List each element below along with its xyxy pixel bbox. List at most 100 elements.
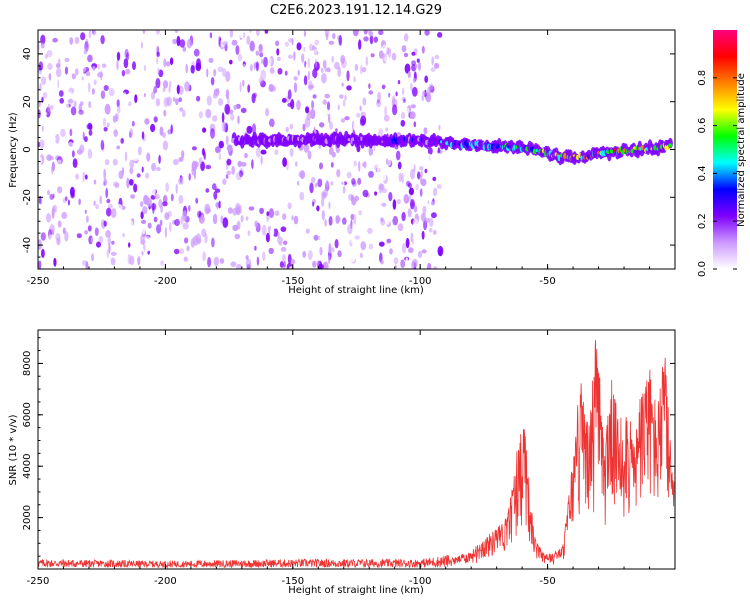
- noise-blob: [216, 88, 220, 93]
- noise-blob: [116, 204, 123, 212]
- noise-blob: [129, 167, 134, 175]
- noise-blob: [215, 53, 218, 65]
- noise-blob: [431, 56, 435, 66]
- noise-blob: [47, 189, 50, 196]
- noise-blob: [256, 30, 260, 36]
- noise-blob: [88, 30, 92, 39]
- noise-blob: [103, 127, 108, 132]
- noise-blob: [239, 170, 243, 178]
- noise-blob: [295, 161, 298, 167]
- noise-blob: [259, 52, 264, 58]
- chart-title: C2E6.2023.191.12.14.G29: [270, 3, 442, 18]
- noise-blob: [198, 214, 205, 224]
- noise-blob: [358, 210, 362, 216]
- noise-blob: [554, 86, 557, 91]
- noise-blob: [353, 120, 356, 132]
- noise-blob: [195, 197, 199, 204]
- noise-blob: [298, 171, 304, 178]
- noise-blob: [164, 226, 167, 238]
- noise-blob: [522, 261, 525, 266]
- noise-blob: [422, 205, 427, 215]
- noise-blob: [534, 57, 537, 61]
- noise-blob: [156, 57, 159, 65]
- noise-blob: [179, 107, 184, 112]
- noise-blob: [328, 201, 331, 210]
- noise-blob: [128, 179, 134, 186]
- noise-blob: [389, 248, 393, 255]
- colorbar-label: Normalized spectral amplitude: [736, 73, 747, 227]
- noise-blob: [211, 237, 215, 248]
- noise-blob: [106, 198, 111, 204]
- noise-blob: [105, 187, 109, 199]
- noise-blob: [510, 92, 513, 97]
- noise-blob: [86, 215, 89, 223]
- noise-blob: [403, 52, 409, 58]
- noise-blob: [113, 181, 119, 187]
- colorbar-tick-label: 0.6: [697, 118, 708, 134]
- noise-blob: [327, 254, 331, 265]
- noise-blob: [260, 80, 266, 88]
- noise-blob: [406, 197, 410, 204]
- noise-blob: [321, 73, 327, 84]
- noise-blob: [160, 260, 165, 266]
- noise-blob: [330, 60, 333, 65]
- noise-blob: [342, 186, 346, 194]
- noise-blob: [196, 95, 201, 102]
- noise-blob: [150, 91, 155, 100]
- noise-blob: [545, 219, 548, 224]
- noise-blob: [169, 153, 172, 164]
- noise-blob: [429, 172, 436, 178]
- noise-blob: [212, 213, 218, 225]
- noise-blob: [162, 80, 169, 89]
- noise-blob: [223, 246, 230, 254]
- noise-blob: [87, 148, 93, 159]
- noise-blob: [494, 75, 497, 80]
- noise-blob: [424, 168, 428, 174]
- noise-blob: [413, 77, 416, 83]
- noise-blob: [545, 250, 548, 254]
- noise-blob: [381, 206, 384, 212]
- noise-blob: [378, 241, 385, 247]
- noise-blob: [174, 30, 179, 34]
- noise-blob: [293, 76, 298, 81]
- noise-blob: [387, 47, 392, 58]
- noise-blob: [268, 247, 274, 255]
- noise-blob: [213, 161, 217, 170]
- noise-blob: [463, 71, 466, 76]
- noise-blob: [514, 99, 517, 104]
- noise-blob: [240, 215, 244, 223]
- noise-blob: [449, 252, 452, 257]
- noise-blob: [297, 180, 300, 186]
- noise-blob: [381, 202, 387, 207]
- noise-blob: [342, 217, 347, 225]
- noise-blob: [263, 56, 268, 68]
- noise-blob: [357, 177, 362, 185]
- noise-blob: [330, 161, 334, 168]
- noise-blob: [88, 101, 92, 109]
- noise-blob: [191, 146, 197, 151]
- noise-blob: [373, 36, 378, 43]
- noise-blob: [296, 115, 303, 126]
- noise-blob: [421, 249, 427, 254]
- noise-blob: [81, 76, 84, 81]
- spectrogram-y-tick-label: -20: [22, 189, 33, 205]
- noise-blob: [103, 178, 108, 186]
- noise-blob: [327, 55, 331, 61]
- noise-blob: [218, 140, 224, 149]
- noise-blob: [116, 99, 120, 108]
- noise-blob: [222, 41, 229, 46]
- noise-blob: [41, 125, 44, 132]
- noise-blob: [64, 57, 70, 63]
- noise-blob: [147, 250, 150, 255]
- noise-blob: [42, 92, 48, 99]
- noise-blob: [432, 176, 437, 182]
- noise-blob: [405, 257, 408, 263]
- noise-blob: [485, 252, 488, 257]
- noise-blob: [296, 42, 302, 51]
- signal-blob: [645, 147, 649, 151]
- noise-blob: [334, 61, 340, 70]
- noise-blob: [227, 207, 233, 214]
- noise-blob: [434, 54, 440, 60]
- noise-blob: [175, 98, 179, 106]
- noise-blob: [283, 261, 286, 268]
